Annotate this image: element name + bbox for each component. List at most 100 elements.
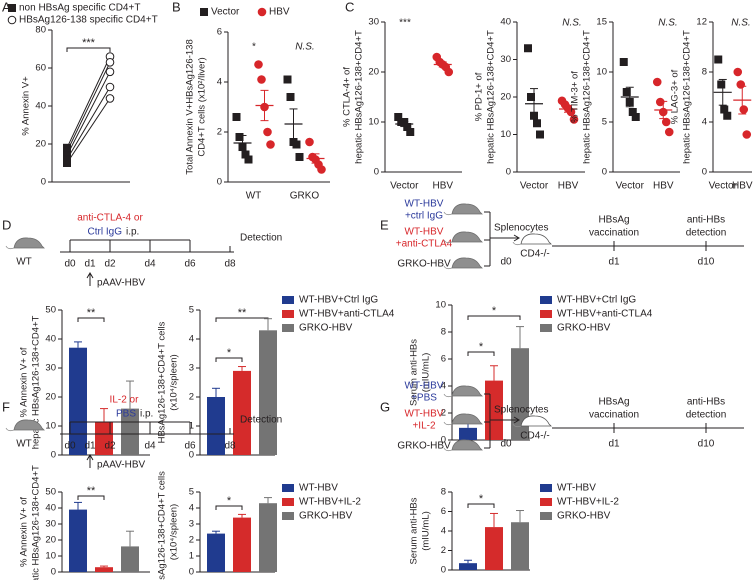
legend-label: non HBsAg specific CD4+T <box>19 3 140 14</box>
day-label: d0 <box>64 441 76 452</box>
day-label: d1 <box>84 259 96 270</box>
point <box>257 7 267 17</box>
point <box>652 77 662 87</box>
y-axis-label: Serum anti-HBs <box>409 497 420 564</box>
y-axis-label: % Annexin V+ <box>21 76 32 136</box>
significance-bracket <box>215 505 243 510</box>
step-label: vaccination <box>589 228 639 239</box>
y-tick-label: 6 <box>441 354 446 365</box>
y-tick-label: 0 <box>51 567 56 578</box>
transfer-label: Splenocytes <box>494 405 548 416</box>
point <box>292 140 301 149</box>
point <box>527 93 535 101</box>
y-tick-label: 4 <box>702 117 707 128</box>
mouse-icon <box>520 233 552 245</box>
group-label: +PBS <box>411 393 437 404</box>
detection-label: Detection <box>240 233 282 244</box>
point <box>444 67 454 77</box>
bar <box>95 567 113 572</box>
y-tick-label: 30 <box>500 54 511 65</box>
point <box>286 93 295 101</box>
day-label: d8 <box>224 441 236 452</box>
significance-label: * <box>252 42 256 53</box>
legend-swatch <box>282 512 294 520</box>
x-tick-label: Vector <box>616 181 645 192</box>
bar <box>121 408 139 455</box>
significance-label: N.S. <box>562 18 581 29</box>
bar <box>121 546 139 572</box>
day-label: d8 <box>224 259 236 270</box>
point <box>105 58 115 67</box>
point <box>733 67 743 77</box>
legend-swatch <box>282 324 294 332</box>
day-label: d10 <box>698 439 715 450</box>
mouse-icon <box>451 203 483 215</box>
y-axis-label: % Annexin V+ of <box>19 497 30 567</box>
legend-label: WT-HBV <box>557 483 596 494</box>
y-axis-label: HBsAg126-138+CD4+T cells <box>157 321 168 443</box>
y-tick-label: 10 <box>45 421 56 432</box>
legend-label: WT-HBV+Ctrl IgG <box>299 295 378 306</box>
significance-bracket <box>77 495 105 500</box>
x-tick-label: Vector <box>520 181 549 192</box>
legend-label: GRKO-HBV <box>299 511 353 522</box>
group-label: WT-HBV <box>405 227 444 238</box>
y-tick-label: 40 <box>35 101 46 112</box>
legend-label: Vector <box>211 7 240 18</box>
point <box>200 8 208 16</box>
y-tick-label: 5 <box>189 305 194 316</box>
bar <box>485 527 503 570</box>
y-tick-label: 0 <box>602 167 607 178</box>
panel-label: G <box>380 399 390 414</box>
mouse-tail <box>512 423 522 428</box>
transfer-arrow <box>490 416 520 424</box>
y-tick-label: 20 <box>35 139 46 150</box>
treatment-label: IL-2 or <box>110 395 140 406</box>
step-label: detection <box>686 228 727 239</box>
point <box>723 111 732 120</box>
y-axis-label: hepatic HBsAg126-138+CD4+T <box>486 30 497 164</box>
bar <box>511 522 529 570</box>
point <box>235 133 244 141</box>
y-tick-label: 1 <box>189 421 194 432</box>
significance-label: * <box>227 347 232 359</box>
mouse-tail <box>512 241 522 246</box>
day-label: d4 <box>144 441 156 452</box>
y-tick-label: 8 <box>441 327 446 338</box>
y-axis-label: % TIM-3+ of <box>570 71 581 123</box>
significance-label: *** <box>399 18 411 29</box>
y-axis-label: % CTLA-4+ of <box>342 67 353 127</box>
point <box>619 58 628 66</box>
y-tick-label: 0 <box>217 177 222 188</box>
y-axis-label: HBsAg126-138+CD4+T cells <box>157 471 168 580</box>
y-tick-label: 4 <box>217 77 222 88</box>
group-label: +IL-2 <box>412 421 436 432</box>
injection-label: pAAV-HBV <box>97 460 145 471</box>
legend-label: GRKO-HBV <box>299 323 353 334</box>
y-axis-label: hepatic HBsAg126-138+CD4+T <box>354 30 365 164</box>
y-tick-label: 30 <box>45 363 56 374</box>
y-tick-label: 0 <box>41 177 46 188</box>
y-tick-label: 3 <box>189 519 194 530</box>
point <box>717 80 726 89</box>
y-axis-label: (x10⁴/spleen) <box>169 504 180 560</box>
point <box>739 105 749 114</box>
significance-bracket <box>77 317 105 322</box>
pair-line <box>66 98 111 164</box>
legend-label: HBV <box>269 7 290 18</box>
group-label: WT-HBV <box>405 409 444 420</box>
y-tick-label: 1 <box>189 551 194 562</box>
point <box>533 119 541 128</box>
point <box>244 155 253 164</box>
mouse-tail <box>443 393 453 398</box>
treatment-label: Ctrl IgG <box>88 227 123 238</box>
y-tick-label: 40 <box>45 503 56 514</box>
y-tick-label: 12 <box>696 17 707 28</box>
y-tick-label: 30 <box>368 17 379 28</box>
treatment-label: anti-CTLA-4 or <box>77 213 143 224</box>
point <box>105 94 115 103</box>
day-label: d1 <box>608 257 620 268</box>
mouse-icon <box>520 415 552 427</box>
point <box>283 75 292 84</box>
group-label: +anti-CTLA4 <box>396 239 453 250</box>
